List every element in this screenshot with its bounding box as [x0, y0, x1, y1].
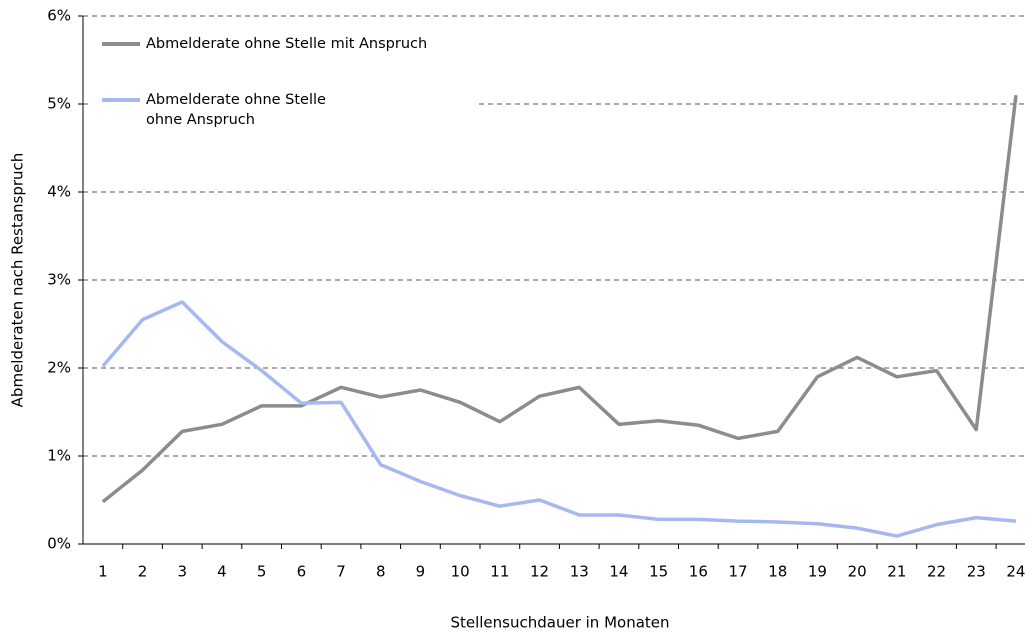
x-tick-label: 4 — [217, 563, 227, 581]
legend-entry: Abmelderate ohne Stelle ohne Anspruch — [102, 90, 346, 130]
y-tick-label: 1% — [47, 447, 71, 465]
y-tick-label: 3% — [47, 271, 71, 289]
x-tick-label: 11 — [490, 563, 509, 581]
x-tick-label: 2 — [138, 563, 148, 581]
x-tick-label: 24 — [1006, 563, 1025, 581]
y-tick-label: 6% — [47, 7, 71, 25]
x-tick-label: 5 — [257, 563, 267, 581]
x-tick-label: 16 — [689, 563, 708, 581]
series-line — [101, 94, 1018, 504]
x-tick-label: 6 — [297, 563, 307, 581]
y-tick-label: 2% — [47, 359, 71, 377]
x-tick-label: 15 — [649, 563, 668, 581]
y-axis-label: Abmelderaten nach Restanspruch — [9, 153, 27, 408]
legend: Abmelderate ohne Stelle mit Anspruch Abme… — [90, 22, 475, 140]
x-tick-label: 9 — [416, 563, 426, 581]
x-tick-label: 7 — [336, 563, 346, 581]
legend-label: Abmelderate ohne Stelle ohne Anspruch — [146, 92, 326, 128]
x-tick-label: 8 — [376, 563, 386, 581]
y-tick-label: 5% — [47, 95, 71, 113]
x-tick-label: 22 — [927, 563, 946, 581]
y-tick-label: 4% — [47, 183, 71, 201]
x-tick-label: 1 — [98, 563, 108, 581]
x-tick-label: 10 — [451, 563, 470, 581]
x-tick-label: 13 — [570, 563, 589, 581]
x-tick-label: 19 — [808, 563, 827, 581]
x-tick-label: 23 — [967, 563, 986, 581]
x-tick-label: 12 — [530, 563, 549, 581]
x-tick-label: 14 — [609, 563, 628, 581]
x-tick-label: 18 — [768, 563, 787, 581]
legend-label: Abmelderate ohne Stelle mit Anspruch — [146, 36, 428, 52]
x-tick-label: 17 — [729, 563, 748, 581]
series-line — [101, 300, 1017, 538]
y-tick-label: 0% — [47, 535, 71, 553]
x-tick-label: 3 — [177, 563, 187, 581]
legend-swatch — [102, 98, 140, 102]
x-tick-label: 20 — [848, 563, 867, 581]
legend-entry: Abmelderate ohne Stelle mit Anspruch — [102, 34, 506, 54]
x-tick-label: 21 — [887, 563, 906, 581]
x-axis-label: Stellensuchdauer in Monaten — [450, 614, 669, 632]
legend-swatch — [102, 42, 140, 46]
